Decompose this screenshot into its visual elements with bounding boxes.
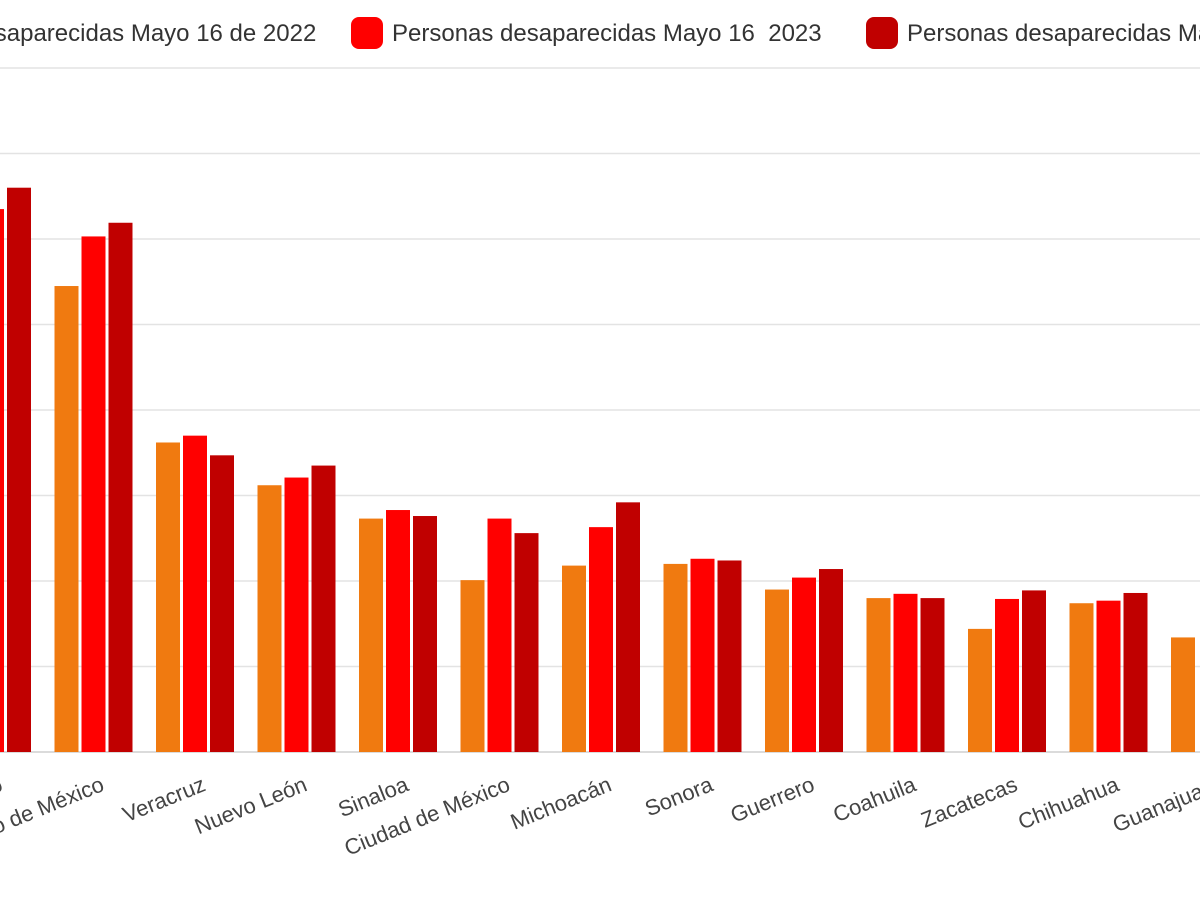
- bar-1-0: [54, 286, 79, 752]
- bar-10-1: [995, 598, 1019, 752]
- bar-10-2: [1022, 590, 1046, 752]
- x-tick-label: Guerrero: [727, 771, 818, 827]
- x-tick-label: Estado de México: [0, 771, 107, 860]
- bar-2-0: [156, 442, 180, 752]
- bar-9-2: [920, 598, 945, 752]
- bar-1-1: [81, 236, 106, 752]
- bar-2-2: [210, 455, 234, 752]
- legend-label-2024: Personas desaparecidas Mayo 16 2024: [907, 20, 1200, 47]
- x-tick-label: Michoacán: [507, 771, 615, 834]
- bar-4-1: [386, 510, 410, 752]
- bar-7-1: [690, 558, 715, 752]
- bar-0-2: [7, 187, 31, 752]
- bar-8-2: [819, 569, 843, 752]
- bar-10-0: [968, 628, 992, 752]
- x-tick-label: Zacatecas: [917, 771, 1020, 832]
- x-tick-label: Jalisco: [0, 771, 6, 819]
- bar-11-2: [1123, 592, 1148, 752]
- bar-9-1: [893, 593, 918, 752]
- bar-3-2: [311, 465, 336, 752]
- legend-swatch-2023: [351, 17, 383, 49]
- bar-3-0: [257, 485, 282, 752]
- bar-8-1: [792, 577, 816, 752]
- legend-label-2022: Personas desaparecidas Mayo 16 de 2022: [0, 20, 316, 47]
- bar-6-1: [589, 527, 613, 752]
- bar-8-0: [765, 589, 789, 752]
- legend-label-2023: Personas desaparecidas Mayo 16 2023: [392, 20, 822, 47]
- legend-swatch-2024: [866, 17, 898, 49]
- bar-4-2: [413, 516, 437, 752]
- bar-6-0: [562, 565, 586, 752]
- bar-12-0: [1171, 637, 1195, 752]
- bar-9-0: [866, 598, 891, 752]
- bar-11-0: [1069, 603, 1094, 752]
- bar-5-1: [487, 518, 512, 752]
- chart-legend: Personas desaparecidas Mayo 16 de 2022 P…: [0, 17, 1200, 49]
- bar-7-2: [717, 560, 742, 752]
- bar-3-1: [284, 477, 309, 752]
- x-tick-label: Guanajuato: [1109, 771, 1200, 837]
- x-tick-label: Coahuila: [829, 771, 920, 827]
- bar-5-0: [460, 580, 485, 752]
- bar-7-0: [663, 563, 688, 752]
- x-tick-label: Sonora: [641, 771, 717, 821]
- bar-6-2: [616, 502, 640, 752]
- x-tick-label: Nuevo León: [191, 771, 310, 839]
- x-tick-label: Chihuahua: [1014, 771, 1123, 834]
- bar-0-1: [0, 209, 4, 752]
- bar-2-1: [183, 435, 207, 752]
- bar-1-2: [108, 222, 133, 752]
- x-tick-label: Ciudad de México: [341, 771, 514, 860]
- bar-4-0: [359, 518, 383, 752]
- bar-5-2: [514, 533, 539, 752]
- bar-11-1: [1096, 600, 1121, 752]
- bars: [0, 187, 1195, 752]
